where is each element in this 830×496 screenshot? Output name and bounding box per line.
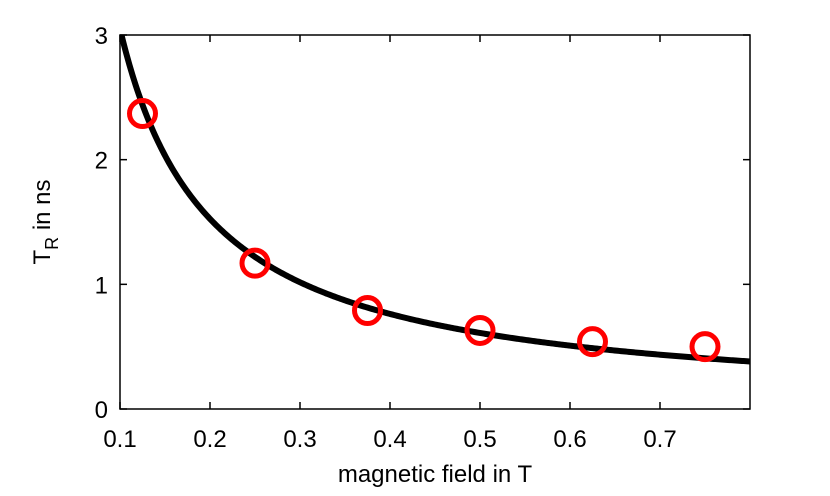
fit-curve — [120, 35, 750, 365]
data-point — [577, 326, 608, 358]
y-axis-title-suffix: in ns — [29, 179, 56, 236]
x-tick-label: 0.6 — [553, 426, 586, 453]
data-point — [352, 295, 383, 327]
x-tick-label: 0.4 — [373, 426, 406, 453]
plot-frame — [119, 34, 751, 410]
x-tick-labels: 0.1 0.2 0.3 0.4 0.5 0.6 0.7 — [103, 426, 676, 453]
x-tick-label: 0.7 — [643, 426, 676, 453]
y-tick-label: 3 — [95, 23, 108, 50]
x-tick-label: 0.3 — [283, 426, 316, 453]
y-axis-title-subscript: R — [42, 237, 62, 250]
y-tick-label: 0 — [95, 397, 108, 424]
data-point — [464, 314, 496, 346]
x-tick-label: 0.5 — [463, 426, 496, 453]
y-tick-label: 1 — [95, 272, 108, 299]
data-point — [239, 247, 271, 279]
x-tick-label: 0.1 — [103, 426, 136, 453]
data-point — [127, 98, 158, 130]
y-tick-label: 2 — [95, 148, 108, 175]
y-axis-title-main: T — [29, 250, 56, 265]
plot-background — [120, 35, 750, 409]
data-point — [689, 331, 721, 363]
data-markers — [127, 98, 721, 363]
x-axis-title: magnetic field in T — [338, 461, 533, 488]
y-tick-labels: 0 1 2 3 — [95, 23, 108, 424]
y-axis-title: TR in ns — [29, 179, 62, 264]
x-tick-label: 0.2 — [193, 426, 226, 453]
